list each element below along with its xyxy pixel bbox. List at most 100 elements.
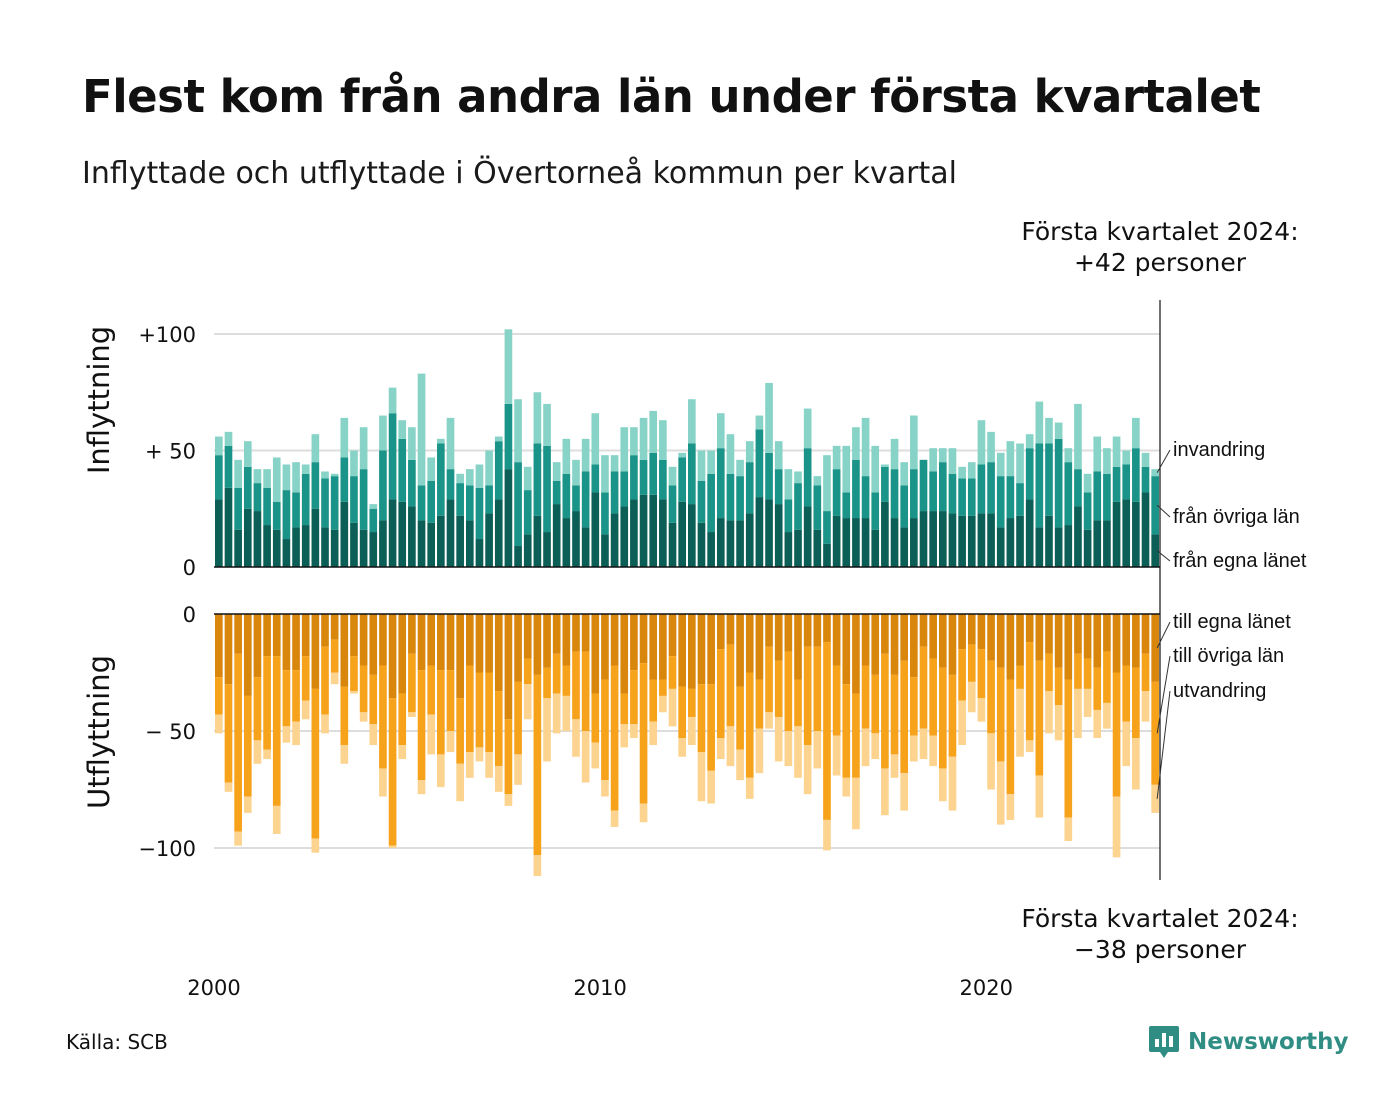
inflow-bar-segment — [456, 483, 464, 516]
inflow-bar-segment — [736, 476, 744, 521]
inflow-bar-segment — [774, 469, 783, 505]
inflow-bar-segment — [514, 462, 522, 547]
axes: 0 + 50 +100 0 − 50 −100 Inflyttning Utflyttning… — [82, 300, 1161, 1000]
outflow-bar-segment — [1151, 681, 1159, 785]
inflow-bar-segment — [543, 532, 551, 567]
inflow-bar-segment — [572, 511, 580, 567]
outflow-bar-segment — [263, 614, 271, 657]
outflow-bar-segment — [215, 677, 223, 715]
outflow-bar-segment — [1064, 614, 1073, 680]
callout-outflow-latest: Första kvartalet 2024: −38 personer — [990, 903, 1330, 965]
outflow-bar-segment — [948, 614, 957, 675]
inflow-bar-segment — [1132, 417, 1140, 449]
outflow-bar-segment — [929, 614, 937, 659]
outflow-bar-segment — [475, 672, 484, 748]
inflow-bar-segment — [688, 399, 696, 444]
x-tick-label: 2010 — [573, 976, 626, 1000]
outflow-bar-segment — [417, 614, 426, 671]
inflow-bar-segment — [272, 529, 281, 567]
inflow-bar-segment — [745, 441, 754, 463]
outflow-bar-segment — [465, 665, 474, 753]
outflow-bar-segment — [678, 614, 686, 687]
inflow-bar-segment — [938, 462, 947, 512]
outflow-bar-segment — [1112, 672, 1121, 797]
outflow-bar-segment — [649, 679, 658, 722]
outflow-bar-segment — [243, 614, 252, 696]
outflow-bar-segment — [1083, 688, 1092, 717]
inflow-bar-segment — [958, 478, 966, 516]
inflow-bar-segment — [282, 539, 291, 567]
outflow-bar-segment — [485, 672, 493, 753]
outflow-bar-segment — [832, 665, 841, 736]
inflow-bar-segment — [1122, 499, 1131, 567]
inflow-bar-segment — [890, 438, 899, 470]
outflow-bar-segment — [668, 656, 677, 689]
outflow-bar-segment — [803, 646, 812, 746]
outflow-bar-segment — [707, 770, 715, 804]
inflow-bar-segment — [948, 513, 957, 567]
inflow-bar-segment — [1016, 443, 1024, 484]
outflow-bar-segment — [765, 614, 773, 647]
outflow-bar-segment — [1054, 667, 1063, 706]
x-tick-label: 2020 — [960, 976, 1013, 1000]
outflow-bar-segment — [900, 773, 909, 811]
outflow-bar-segment — [871, 614, 880, 675]
outflow-bar-segment — [755, 679, 764, 729]
outflow-bar-segment — [562, 614, 571, 666]
inflow-bar-segment — [668, 466, 677, 486]
inflow-bar-segment — [977, 513, 986, 567]
outflow-bar-segment — [514, 754, 522, 785]
outflow-bar-segment — [910, 677, 918, 736]
inflow-bar-segment — [967, 515, 976, 567]
inflow-bar-segment — [523, 466, 532, 491]
inflow-bar-segment — [398, 438, 407, 502]
inflow-bar-segment — [1132, 448, 1140, 502]
inflow-bar-segment — [996, 452, 1005, 477]
inflow-bar-segment — [552, 480, 561, 505]
inflow-bar-segment — [745, 513, 754, 567]
outflow-bar-segment — [417, 780, 426, 795]
outflow-bar-segment — [417, 670, 426, 781]
outflow-bar-segment — [890, 674, 899, 755]
outflow-bar-segment — [919, 728, 928, 760]
outflow-bar-segment — [1093, 614, 1102, 668]
inflow-bar-segment — [340, 457, 349, 502]
inflow-bar-segment — [871, 492, 880, 530]
outflow-bar-segment — [465, 614, 474, 666]
inflow-bar-segment — [842, 518, 851, 567]
inflow-bar-segment — [388, 387, 397, 414]
inflow-bar-segment — [639, 459, 648, 495]
inflow-bar-segment — [910, 518, 918, 567]
inflow-bar-segment — [485, 450, 493, 486]
inflow-bar-segment — [659, 499, 667, 567]
x-tick-label: 2000 — [187, 976, 240, 1000]
outflow-bar-segment — [408, 653, 416, 713]
outflow-series-label: till egna länet — [1173, 611, 1291, 633]
outflow-bar-segment — [1074, 653, 1082, 689]
inflow-bar-segment — [668, 522, 677, 567]
outflow-bar-segment — [350, 691, 358, 694]
inflow-bar-segment — [494, 436, 503, 442]
inflow-bar-segment — [437, 438, 445, 444]
inflow-bar-segment — [620, 471, 629, 507]
outflow-bar-segment — [765, 646, 773, 713]
inflow-bar-segment — [1141, 492, 1150, 567]
inflow-bar-segment — [292, 492, 300, 528]
outflow-bar-segment — [1132, 667, 1140, 739]
inflow-bar-segment — [543, 403, 551, 446]
outflow-bar-segment — [707, 684, 715, 771]
inflow-bar-segment — [890, 518, 899, 567]
inflow-bar-segment — [813, 529, 822, 567]
inflow-bar-segment — [716, 448, 725, 519]
inflow-bar-segment — [967, 462, 976, 479]
inflow-bar-segment — [842, 445, 851, 493]
inflow-bar-segment — [475, 464, 484, 488]
inflow-bar-segment — [765, 499, 773, 567]
inflow-bar-segment — [224, 431, 233, 446]
inflow-bar-segment — [678, 501, 686, 567]
outflow-bar-segment — [523, 614, 532, 659]
outflow-bar-segment — [938, 768, 947, 802]
inflow-bar-segment — [688, 443, 696, 505]
chart-title: Flest kom från andra län under första kv… — [82, 70, 1261, 123]
inflow-bar-segment — [581, 438, 590, 472]
